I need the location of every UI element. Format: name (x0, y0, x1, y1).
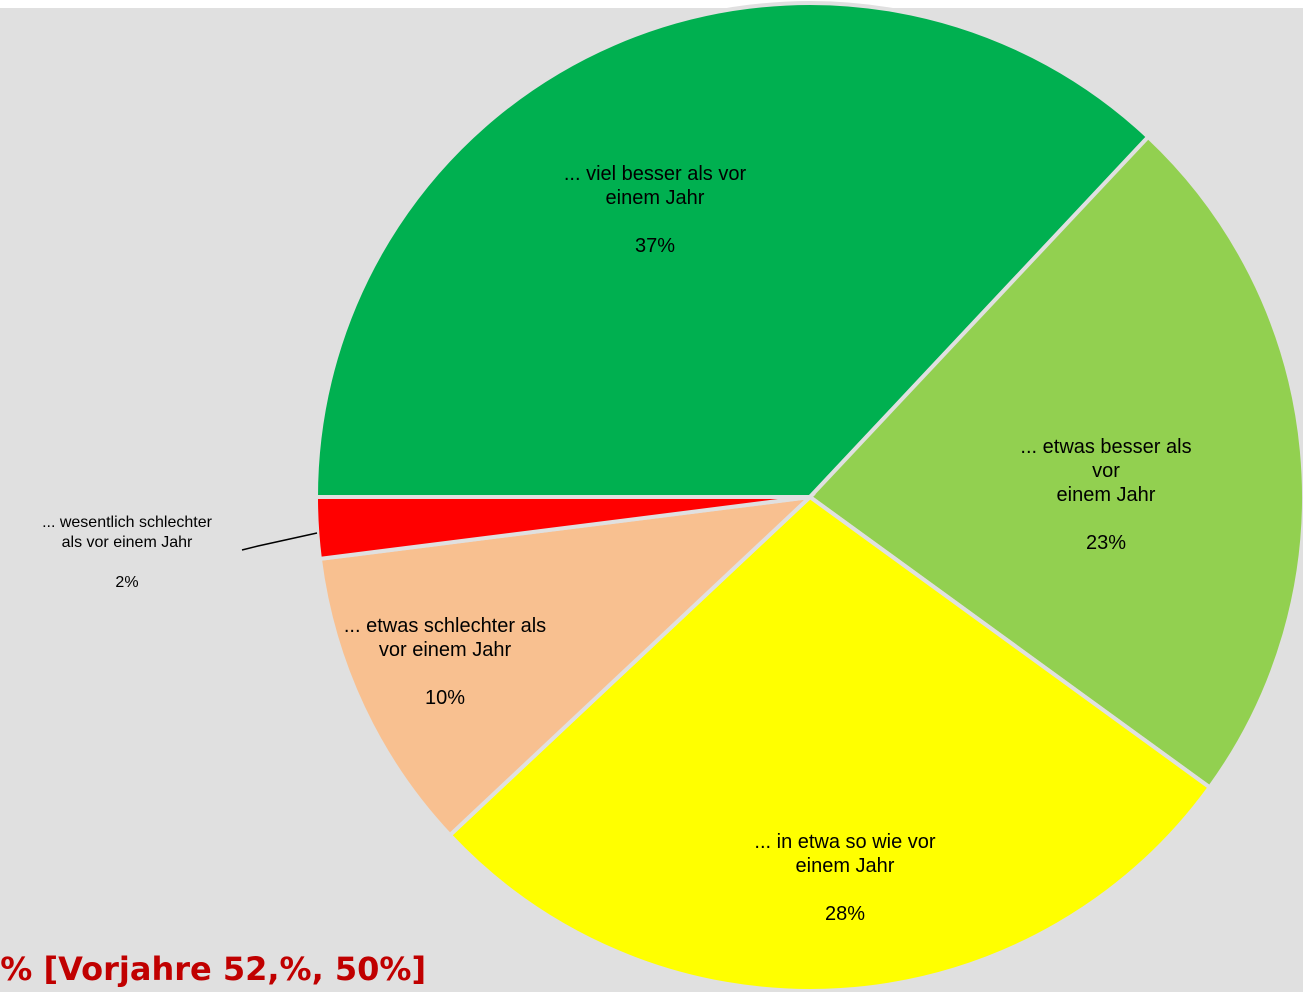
pie-slice-4 (313, 495, 811, 562)
pie-slice-1 (806, 134, 1303, 791)
slice-label-pct: 10% (424, 687, 466, 709)
pie-slice-3 (317, 494, 816, 838)
slice-label-in-etwa: ... in etwa so wie vor einem Jahr 28% (754, 806, 935, 950)
pie-slice-2 (447, 494, 1213, 992)
slice-label-text: ... viel besser als vor einem Jahr (563, 163, 747, 209)
slice-label-etwas-schlechter: ... etwas schlechter als vor einem Jahr … (344, 590, 546, 734)
slice-label-pct: 2% (115, 574, 139, 591)
slice-label-pct: 28% (824, 903, 866, 925)
slice-label-text: ... etwas besser als vor einem Jahr (1020, 436, 1192, 506)
pie-slice-0 (313, 1, 1151, 499)
slice-label-etwas-besser: ... etwas besser als vor einem Jahr 23% (1008, 411, 1205, 579)
slice-label-pct: 37% (634, 235, 676, 257)
slice-label-text: ... wesentlich schlechter als vor einem … (42, 514, 212, 551)
slice-label-viel-besser: ... viel besser als vor einem Jahr 37% (564, 138, 746, 282)
slice-label-text: ... in etwa so wie vor einem Jahr (754, 831, 936, 877)
slice-label-pct: 23% (1085, 532, 1127, 554)
slice-label-text: ... etwas schlechter als vor einem Jahr (343, 615, 547, 661)
slice-label-wesentlich-schlechter: ... wesentlich schlechter als vor einem … (42, 493, 212, 613)
footer-note: 0% [Vorjahre 52,%, 50%] (0, 950, 427, 988)
leader-line (241, 532, 318, 551)
